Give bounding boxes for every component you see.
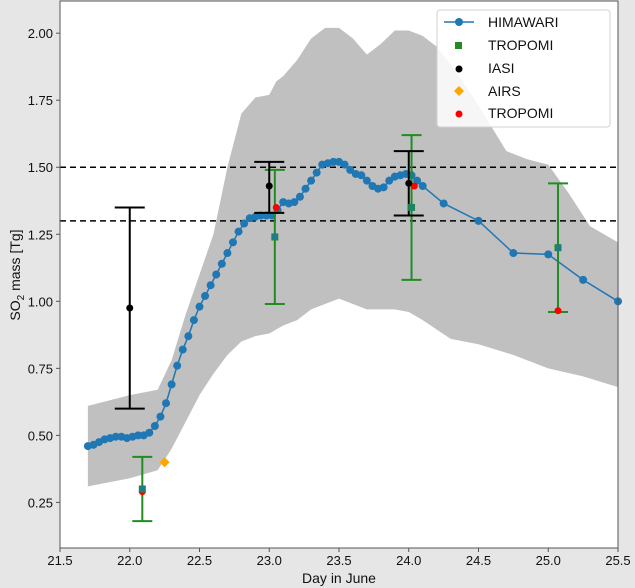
x-tick-label: 24.0: [396, 553, 421, 568]
tropomi-square-overlay: [408, 204, 415, 211]
himawari-point: [111, 432, 120, 441]
x-tick-label: 24.5: [466, 553, 491, 568]
himawari-point: [312, 168, 321, 177]
himawari-point: [212, 270, 221, 279]
x-tick-label: 22.0: [117, 553, 142, 568]
himawari-point: [579, 275, 588, 284]
y-tick-label: 1.25: [28, 227, 53, 242]
himawari-point: [346, 165, 355, 174]
y-tick-label: 2.00: [28, 26, 53, 41]
himawari-point: [173, 361, 182, 370]
tropomi-red-point: [410, 182, 418, 190]
himawari-point: [301, 184, 310, 193]
legend-entry-himawari: HIMAWARI: [444, 14, 559, 30]
tropomi-square-overlay: [139, 486, 146, 493]
x-axis-label: Day in June: [302, 570, 376, 586]
legend-entry-iasi: IASI: [455, 60, 514, 76]
tropomi-square-overlay: [555, 244, 562, 251]
himawari-point: [156, 412, 165, 421]
y-label-rest: mass [Tg]: [7, 229, 23, 294]
himawari-point: [189, 316, 198, 325]
legend-entry-tropomi-square: TROPOMI: [455, 37, 553, 53]
airs-point: [159, 457, 170, 468]
himawari-point: [357, 171, 366, 180]
y-tick-label: 1.00: [28, 294, 53, 309]
himawari-point: [474, 216, 483, 225]
himawari-point: [240, 219, 249, 228]
y-axis-label: SO2 mass [Tg]: [7, 229, 27, 320]
y-label-main: SO: [7, 300, 23, 320]
iasi-point: [405, 179, 413, 187]
himawari-point: [418, 182, 427, 191]
svg-text:TROPOMI: TROPOMI: [488, 105, 553, 121]
himawari-point: [329, 157, 338, 166]
y-tick-label: 1.75: [28, 93, 53, 108]
svg-text:IASI: IASI: [488, 60, 514, 76]
himawari-point: [385, 176, 394, 185]
himawari-point: [362, 176, 371, 185]
uncertainty-band: [87, 27, 618, 487]
himawari-point: [201, 291, 210, 300]
himawari-point: [509, 249, 518, 258]
svg-text:AIRS: AIRS: [488, 83, 521, 99]
tropomi-red-point: [554, 307, 562, 315]
x-tick-label: 25.5: [605, 553, 630, 568]
legend: HIMAWARI TROPOMI IASI AIRS TROPOMI: [436, 9, 611, 128]
himawari-point: [228, 238, 237, 247]
himawari-point: [134, 431, 143, 440]
x-tick-label: 23.0: [257, 553, 282, 568]
himawari-point: [184, 332, 193, 341]
himawari-point: [195, 302, 204, 311]
tropomi-red-point: [272, 203, 280, 211]
y-tick-label: 0.25: [28, 495, 53, 510]
himawari-point: [290, 198, 299, 207]
himawari-point: [223, 249, 232, 258]
himawari-point: [145, 428, 154, 437]
himawari-point: [217, 259, 226, 268]
svg-text:TROPOMI: TROPOMI: [488, 37, 553, 53]
y-tick-label: 0.50: [28, 428, 53, 443]
himawari-point: [295, 192, 304, 201]
x-tick-label: 22.5: [187, 553, 212, 568]
himawari-point: [307, 176, 316, 185]
x-tick-label: 23.5: [326, 553, 351, 568]
y-tick-label: 1.50: [28, 160, 53, 175]
iasi-point: [265, 182, 273, 190]
himawari-point: [162, 399, 171, 408]
legend-entry-tropomi-red: TROPOMI: [455, 105, 553, 121]
himawari-point: [234, 227, 243, 236]
himawari-point: [379, 183, 388, 192]
legend-entry-airs: AIRS: [454, 83, 521, 99]
y-label-subscript: 2: [16, 294, 27, 300]
svg-text:HIMAWARI: HIMAWARI: [488, 14, 559, 30]
tropomi-square-overlay: [271, 233, 278, 240]
himawari-point: [544, 250, 553, 259]
y-tick-label: 0.75: [28, 361, 53, 376]
iasi-point: [126, 304, 134, 312]
himawari-point: [340, 160, 349, 169]
himawari-point: [150, 421, 159, 430]
himawari-point: [178, 345, 187, 354]
himawari-point: [167, 380, 176, 389]
x-tick-label: 25.0: [536, 553, 561, 568]
himawari-point: [439, 199, 448, 208]
x-tick-label: 21.5: [47, 553, 72, 568]
himawari-point: [206, 281, 215, 290]
